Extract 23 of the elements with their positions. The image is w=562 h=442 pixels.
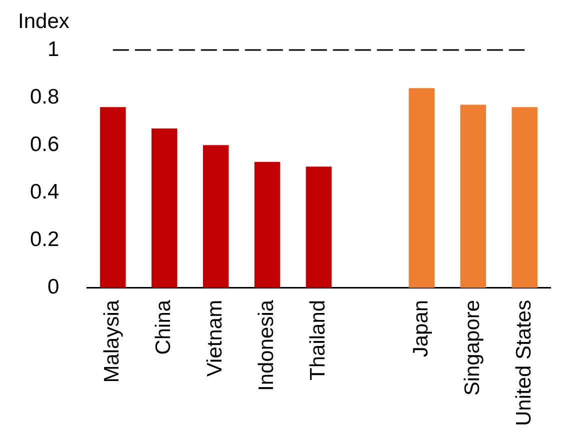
y-tick-label: 1 [48, 38, 60, 61]
x-tick-label: Malaysia [100, 300, 124, 383]
x-tick-label: Japan [409, 300, 432, 358]
x-tick-label: United States [512, 300, 536, 426]
x-tick-label: China [152, 300, 176, 355]
x-tick-label: Thailand [306, 300, 330, 380]
bar [408, 88, 435, 288]
bar [254, 162, 280, 288]
y-tick-label: 0.6 [30, 132, 60, 156]
x-tick-label: Indonesia [255, 300, 278, 392]
y-tick-label: 0 [48, 276, 60, 299]
bar [512, 107, 538, 288]
y-tick-label: 0.2 [30, 228, 60, 252]
bar [306, 166, 332, 288]
x-tick-label: Vietnam [204, 300, 227, 377]
x-tick-label: Singapore [460, 300, 484, 396]
bar [202, 145, 229, 288]
bar [100, 107, 126, 288]
y-axis-title: Index [18, 10, 70, 33]
bar [460, 104, 486, 288]
y-tick-label: 0.4 [30, 180, 60, 204]
y-tick-label: 0.8 [30, 85, 60, 108]
bar [152, 128, 178, 288]
